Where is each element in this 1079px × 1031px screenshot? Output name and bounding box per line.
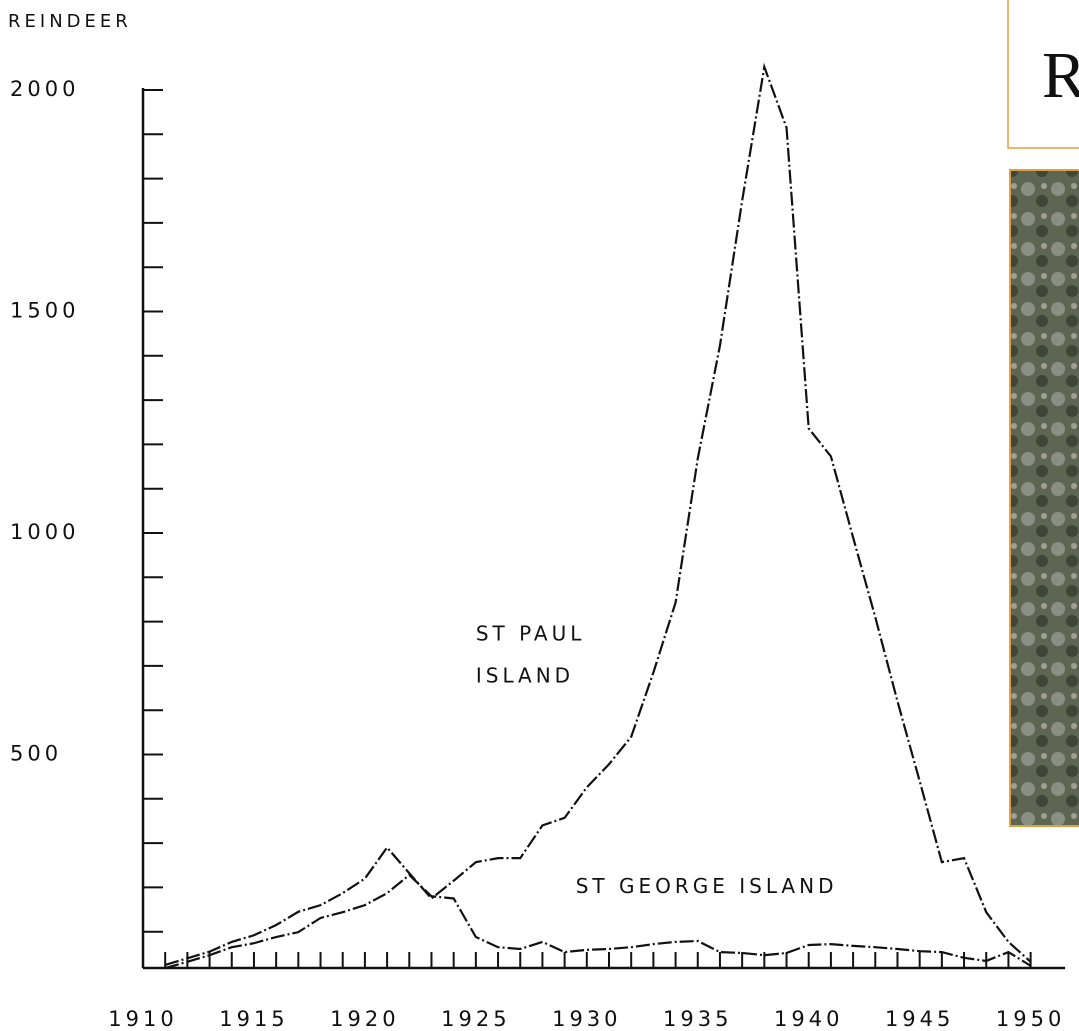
data-line (164, 873, 1032, 970)
data-line (164, 62, 1032, 966)
x-tick-label: 1935 (663, 1007, 732, 1031)
x-tick-label: 1920 (330, 1007, 399, 1031)
annotation: ST PAUL (476, 621, 586, 645)
x-tick-label: 1910 (108, 1007, 177, 1031)
y-tick-label: 500 (10, 742, 62, 766)
y-tick-label: 1500 (10, 299, 79, 323)
x-tick-label: 1950 (996, 1007, 1065, 1031)
y-tick-label: 1000 (10, 520, 79, 544)
x-tick-label: 1925 (441, 1007, 510, 1031)
slide-title-box (1007, 0, 1079, 149)
y-tick-label: 2000 (10, 77, 79, 101)
photo (1009, 169, 1079, 827)
x-tick-label: 1940 (774, 1007, 843, 1031)
x-tick-label: 1945 (885, 1007, 954, 1031)
annotation: ST GEORGE ISLAND (576, 874, 838, 898)
x-tick-label: 1930 (552, 1007, 621, 1031)
y-axis-label: REINDEER (8, 11, 132, 32)
slide-title-fragment: R (1042, 39, 1079, 112)
x-tick-label: 1915 (219, 1007, 288, 1031)
annotation: ISLAND (476, 663, 574, 687)
